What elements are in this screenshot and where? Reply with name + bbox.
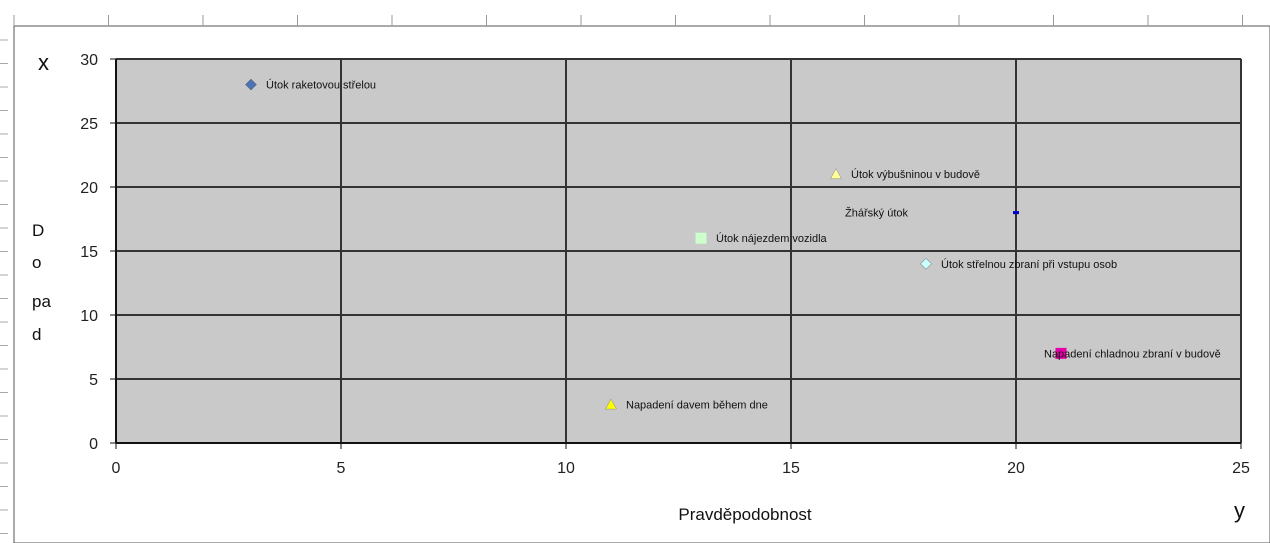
y-tick-label: 25 <box>80 116 98 133</box>
y-tick-labels: 0 5 10 15 20 25 30 <box>80 52 116 453</box>
data-point-label: Napadení davem během dne <box>626 400 768 412</box>
x-tick-label: 0 <box>112 460 121 477</box>
x-tick-label: 20 <box>1007 460 1025 477</box>
data-point <box>830 168 842 179</box>
x-tick-label: 10 <box>557 460 575 477</box>
x-tick-label: 25 <box>1232 460 1250 477</box>
data-point <box>605 398 617 410</box>
data-point-label: Útok výbušninou v budově <box>851 168 980 181</box>
y-axis-title-line-3: pa <box>32 292 51 311</box>
data-point-label: Útok střelnou zbraní při vstupu osob <box>941 258 1117 271</box>
data-point <box>920 257 932 270</box>
y-tick-label: 30 <box>80 52 98 69</box>
data-point-label: Napadení chladnou zbraní v budově <box>1044 348 1221 360</box>
top-ruler <box>13 15 1243 26</box>
data-point-label: Žhářský útok <box>845 207 908 220</box>
y-axis-title-line-2: o <box>32 253 41 272</box>
left-ruler <box>0 39 8 534</box>
y-tick-label: 10 <box>80 308 98 325</box>
data-point-label: Útok raketovou střelou <box>266 79 376 92</box>
y-axis-title-line-1: D <box>32 221 44 240</box>
corner-x-label: x <box>38 50 49 75</box>
y-tick-label: 20 <box>80 180 98 197</box>
data-point <box>1055 347 1067 359</box>
data-point <box>1013 211 1019 215</box>
y-tick-label: 0 <box>89 436 98 453</box>
data-point-labels: Útok raketovou střelou Útok výbušninou v … <box>266 79 1221 412</box>
x-axis-title: Pravděpodobnost <box>678 505 812 524</box>
data-points <box>245 78 1067 410</box>
x-tick-label: 5 <box>337 460 346 477</box>
y-tick-label: 5 <box>89 372 98 389</box>
corner-y-label: y <box>1234 498 1245 523</box>
grid-lines <box>116 58 1242 443</box>
y-tick-label: 15 <box>80 244 98 261</box>
y-axis-title-line-4: d <box>32 325 41 344</box>
data-point <box>245 78 257 91</box>
x-tick-labels: 0 5 10 15 20 25 <box>112 443 1250 477</box>
data-point <box>695 232 707 244</box>
data-point-label: Útok nájezdem vozidla <box>716 232 828 245</box>
x-tick-label: 15 <box>782 460 800 477</box>
